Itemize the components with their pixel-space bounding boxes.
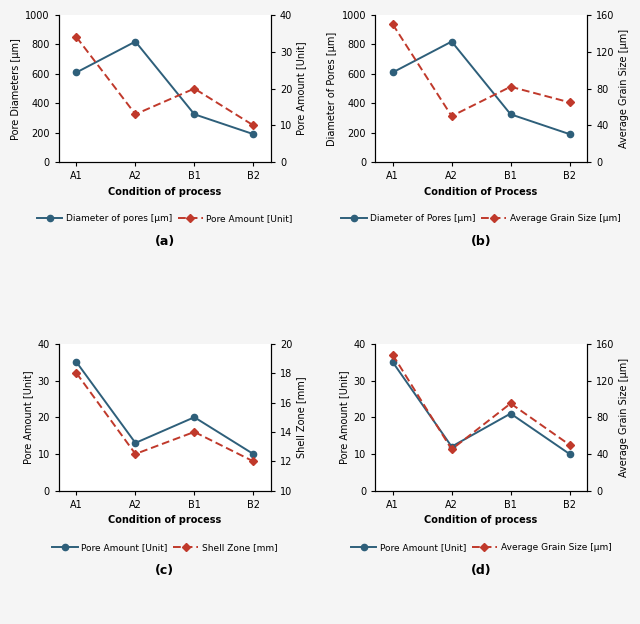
Y-axis label: Average Grain Size [µm]: Average Grain Size [µm] — [619, 358, 629, 477]
X-axis label: Condition of process: Condition of process — [424, 515, 538, 525]
Text: (a): (a) — [155, 235, 175, 248]
Y-axis label: Pore Amount [Unit]: Pore Amount [Unit] — [23, 371, 33, 464]
X-axis label: Condition of process: Condition of process — [108, 187, 221, 197]
Y-axis label: Pore Amount [Unit]: Pore Amount [Unit] — [339, 371, 349, 464]
Text: (c): (c) — [156, 564, 175, 577]
Legend: Diameter of pores [µm], Pore Amount [Unit]: Diameter of pores [µm], Pore Amount [Uni… — [33, 211, 296, 227]
Legend: Diameter of Pores [µm], Average Grain Size [µm]: Diameter of Pores [µm], Average Grain Si… — [338, 211, 625, 227]
Y-axis label: Pore Diameters [µm]: Pore Diameters [µm] — [11, 37, 21, 140]
Legend: Pore Amount [Unit], Average Grain Size [µm]: Pore Amount [Unit], Average Grain Size [… — [348, 539, 615, 555]
Legend: Pore Amount [Unit], Shell Zone [mm]: Pore Amount [Unit], Shell Zone [mm] — [49, 539, 281, 555]
Y-axis label: Diameter of Pores [µm]: Diameter of Pores [µm] — [327, 31, 337, 145]
Text: (b): (b) — [471, 235, 492, 248]
Y-axis label: Pore Amount [Unit]: Pore Amount [Unit] — [296, 42, 307, 135]
X-axis label: Condition of process: Condition of process — [108, 515, 221, 525]
X-axis label: Condition of Process: Condition of Process — [424, 187, 538, 197]
Y-axis label: Shell Zone [mm]: Shell Zone [mm] — [296, 376, 307, 458]
Y-axis label: Average Grain Size [µm]: Average Grain Size [µm] — [619, 29, 629, 148]
Text: (d): (d) — [471, 564, 492, 577]
